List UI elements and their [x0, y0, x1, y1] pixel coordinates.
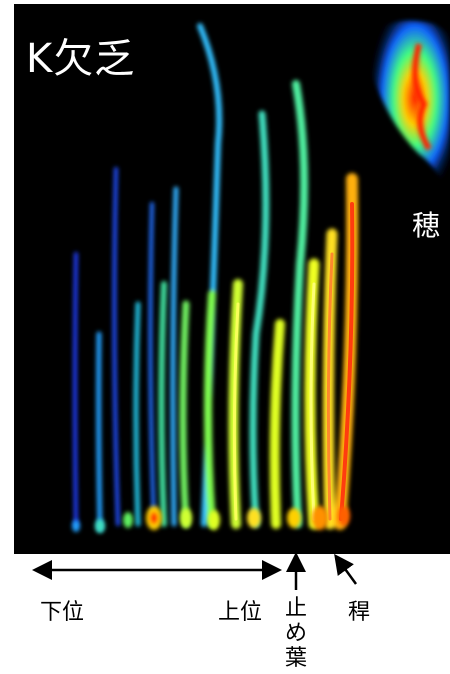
leaf-3 — [112, 167, 120, 526]
leaf-13 — [269, 319, 285, 529]
leaf-10 — [204, 290, 216, 528]
leaf-2 — [96, 331, 103, 532]
flag-leaf-caption: 止め葉 — [284, 596, 308, 671]
leaf-12 — [249, 110, 270, 528]
leaf-1 — [73, 252, 78, 526]
stem-caption: 稈 — [348, 600, 371, 625]
stem-arrow — [334, 554, 358, 585]
upper-caption: 上位 — [218, 600, 263, 625]
condition-label: K欠乏 — [26, 36, 136, 82]
leaf-8 — [179, 300, 190, 528]
lower-caption: 下位 — [40, 600, 85, 625]
leaf-14 — [291, 80, 309, 528]
leaf-6 — [158, 281, 167, 527]
flag-leaf-caption-text: 止め葉 — [284, 596, 307, 671]
leaf-5 — [148, 202, 156, 526]
leaf-7 — [170, 186, 179, 527]
caption-arrows — [32, 554, 358, 590]
leaf-4 — [133, 301, 141, 527]
leaf-signal-graphic — [72, 20, 450, 533]
panicle-signal — [372, 20, 450, 194]
autoradiograph-image: K欠乏 穂 — [14, 4, 450, 554]
panicle-label: 穂 — [412, 209, 441, 242]
